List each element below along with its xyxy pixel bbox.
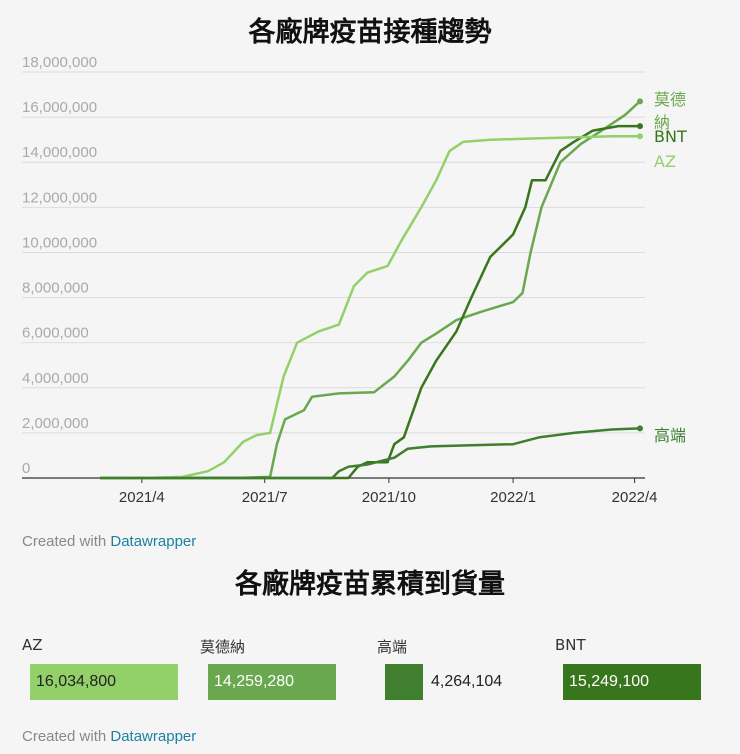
total-value: 4,264,104 <box>431 673 503 690</box>
y-tick-label: 4,000,000 <box>22 370 89 387</box>
y-tick-label: 8,000,000 <box>22 280 89 297</box>
x-tick-label: 2022/1 <box>490 489 536 506</box>
series-line-BNT <box>100 124 640 480</box>
y-tick-label: 2,000,000 <box>22 415 89 432</box>
totals-title: 各廠牌疫苗累積到貨量 <box>235 569 505 600</box>
total-label: BNT <box>555 636 586 654</box>
series-endpoint <box>637 123 643 130</box>
credit-prefix: Created with <box>22 533 111 550</box>
total-label: 莫德納 <box>200 638 246 656</box>
total-label: AZ <box>22 636 43 654</box>
credit-top: Created with Datawrapper <box>22 533 196 550</box>
series-endpoint <box>637 425 643 432</box>
y-tick-label: 14,000,000 <box>22 144 97 161</box>
total-bar <box>30 664 178 700</box>
total-label: 高端 <box>377 638 408 656</box>
series-endpoint <box>637 133 643 140</box>
series-label: BNT <box>654 127 687 146</box>
chart-title: 各廠牌疫苗接種趨勢 <box>248 17 492 48</box>
total-value: 16,034,800 <box>36 673 117 690</box>
total-bar <box>563 664 701 700</box>
line-chart: 0 2,000,000 4,000,000 6,000,000 8,000,000 10,… <box>22 54 687 506</box>
credit-bottom: Created with Datawrapper <box>22 728 196 745</box>
datawrapper-link[interactable]: Datawrapper <box>110 533 197 550</box>
datawrapper-link[interactable]: Datawrapper <box>110 728 197 745</box>
x-tick-label: 2021/4 <box>119 489 165 506</box>
y-tick-label: 18,000,000 <box>22 54 97 71</box>
series-line-AZ <box>100 135 640 480</box>
series-label: AZ <box>654 152 676 171</box>
x-tick-label: 2021/7 <box>242 489 288 506</box>
y-tick-label: 10,000,000 <box>22 234 97 251</box>
total-value: 15,249,100 <box>569 673 650 690</box>
y-tick-label: 12,000,000 <box>22 189 97 206</box>
series-endpoint <box>637 98 643 105</box>
series-label: 高端 <box>654 426 686 445</box>
y-tick-label: 16,000,000 <box>22 99 97 116</box>
x-tick-label: 2022/4 <box>612 489 658 506</box>
series-line-莫德納 <box>99 100 641 480</box>
credit-prefix: Created with <box>22 728 111 745</box>
y-tick-label: 6,000,000 <box>22 325 89 342</box>
series-label: 莫德 <box>654 90 686 109</box>
y-tick-label: 0 <box>22 460 30 477</box>
total-bar <box>208 664 336 700</box>
series-line-高端 <box>100 427 641 480</box>
total-bar <box>385 664 423 700</box>
x-tick-label: 2021/10 <box>362 489 416 506</box>
total-value: 14,259,280 <box>214 673 295 690</box>
series-label: 納 <box>654 113 670 132</box>
